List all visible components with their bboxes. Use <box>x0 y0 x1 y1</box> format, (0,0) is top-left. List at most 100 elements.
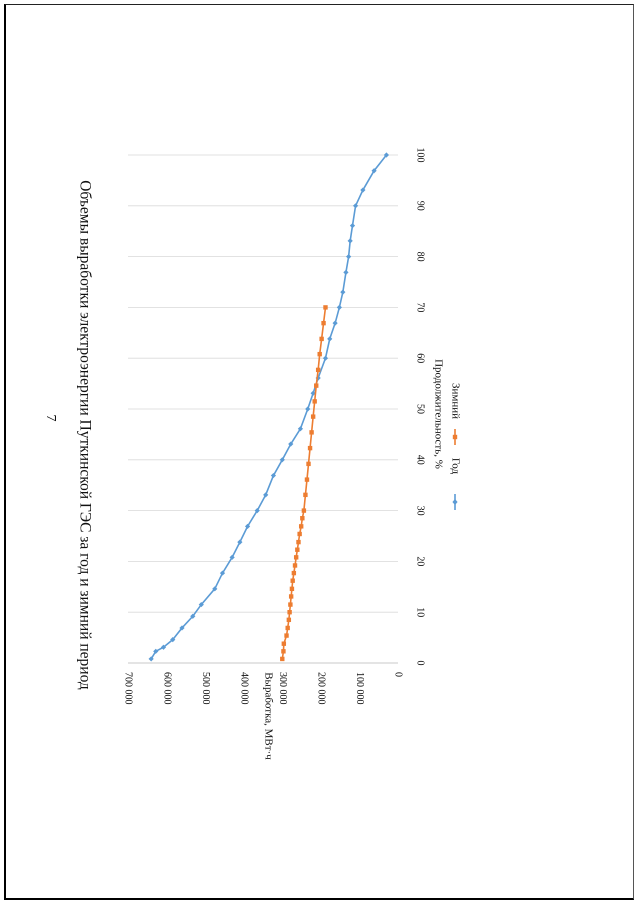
y-axis-title: Выработка, МВт·ч <box>262 672 274 760</box>
data-point <box>343 269 349 275</box>
data-point <box>310 390 316 396</box>
data-point <box>289 586 295 592</box>
data-point <box>279 457 285 463</box>
data-point <box>317 351 322 357</box>
data-point <box>349 223 356 229</box>
data-point <box>254 508 260 514</box>
data-point <box>292 563 298 568</box>
data-point <box>332 320 338 326</box>
data-point <box>160 644 167 650</box>
data-point <box>304 477 310 482</box>
data-point <box>315 375 321 381</box>
data-point <box>290 578 295 583</box>
data-point <box>170 637 176 643</box>
y-tick-label: 0 <box>393 672 404 677</box>
data-point <box>229 554 235 560</box>
data-point <box>303 492 308 498</box>
data-point <box>312 399 317 404</box>
data-point <box>319 336 324 342</box>
x-tick-label: 20 <box>415 556 426 566</box>
x-tick-label: 40 <box>415 455 426 465</box>
data-point <box>310 414 316 419</box>
data-point <box>198 601 204 608</box>
chart-title: Объемы выработки электроэнергии Путкинск… <box>76 180 93 690</box>
x-tick-label: 0 <box>415 661 426 666</box>
legend-marker <box>452 434 458 440</box>
x-tick-label: 90 <box>415 201 426 211</box>
data-point <box>237 539 243 545</box>
data-point <box>280 656 285 662</box>
data-point <box>327 336 333 342</box>
data-point <box>305 406 311 412</box>
data-point <box>298 524 304 529</box>
data-point <box>288 441 294 447</box>
data-point <box>321 320 326 326</box>
data-point <box>346 254 352 260</box>
x-tick-label: 10 <box>415 607 426 617</box>
data-point <box>322 355 329 361</box>
y-tick-label: 400 000 <box>238 672 249 705</box>
y-tick-label: 700 000 <box>123 672 134 705</box>
legend-label: Год <box>449 458 461 475</box>
x-tick-label: 50 <box>415 404 426 414</box>
data-point <box>296 539 301 545</box>
data-point <box>281 649 286 654</box>
x-tick-label: 70 <box>415 302 426 312</box>
data-point <box>323 305 328 310</box>
data-point <box>315 367 321 373</box>
y-tick-label: 500 000 <box>200 672 211 705</box>
data-point <box>288 602 293 607</box>
data-point <box>190 613 196 619</box>
legend-marker <box>452 499 458 505</box>
data-point <box>347 238 353 244</box>
data-point <box>288 594 294 599</box>
data-point <box>291 570 297 576</box>
page-border <box>4 4 634 900</box>
y-tick-label: 300 000 <box>277 672 288 705</box>
data-point <box>297 426 304 432</box>
y-tick-label: 600 000 <box>161 672 172 705</box>
data-point <box>212 586 218 592</box>
data-point <box>285 625 290 631</box>
data-point <box>336 304 342 310</box>
data-point <box>293 555 299 560</box>
data-point <box>309 430 314 435</box>
chart-labels: 0 10 20 30 40 50 60 70 80 90 100 0 100 000 200 000 300… <box>76 148 444 761</box>
data-point <box>270 472 277 479</box>
data-point <box>371 168 377 174</box>
data-point <box>263 492 269 498</box>
data-point <box>352 203 359 209</box>
data-point <box>179 625 185 631</box>
data-point <box>307 445 313 451</box>
x-tick-label: 100 <box>415 148 426 163</box>
x-tick-label: 60 <box>415 353 426 363</box>
legend-label: Зимний <box>449 383 461 419</box>
data-point <box>383 152 390 158</box>
chart-grid <box>128 154 398 664</box>
y-tick-label: 100 000 <box>354 672 365 705</box>
data-point <box>286 617 292 623</box>
data-point <box>297 531 302 537</box>
data-point <box>306 461 311 467</box>
x-tick-label: 30 <box>415 506 426 516</box>
data-point <box>153 648 159 654</box>
x-tick-label: 80 <box>415 252 426 262</box>
data-point <box>340 289 346 295</box>
data-point <box>284 633 289 638</box>
data-point <box>314 383 319 388</box>
data-point <box>300 516 305 521</box>
data-point <box>244 523 251 529</box>
data-point <box>219 570 226 576</box>
y-tick-label: 200 000 <box>316 672 327 705</box>
data-point <box>287 610 292 615</box>
data-point <box>301 508 307 513</box>
x-axis-title: Продолжительность, % <box>432 359 444 469</box>
chart-legend: Год Зимний <box>449 383 461 510</box>
series-line-1 <box>150 154 388 660</box>
data-point <box>148 656 154 662</box>
data-point <box>360 187 366 193</box>
data-point <box>281 641 287 646</box>
data-point <box>295 547 300 552</box>
